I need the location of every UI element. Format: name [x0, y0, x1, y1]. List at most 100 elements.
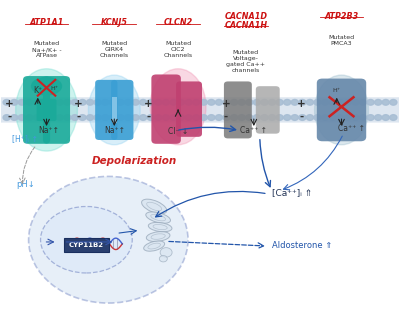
Circle shape	[64, 100, 71, 105]
Text: CACNA1D: CACNA1D	[224, 12, 267, 21]
Circle shape	[79, 100, 86, 105]
Circle shape	[238, 115, 245, 121]
FancyBboxPatch shape	[317, 79, 366, 141]
Ellipse shape	[148, 222, 172, 232]
Circle shape	[155, 100, 162, 105]
Circle shape	[329, 115, 336, 121]
Text: Depolarization: Depolarization	[92, 156, 177, 166]
Circle shape	[26, 115, 33, 121]
Text: Na⁺↑: Na⁺↑	[104, 126, 125, 135]
Circle shape	[41, 100, 48, 105]
Circle shape	[291, 115, 298, 121]
Text: [Ca⁺⁺]ᵢ ⇑: [Ca⁺⁺]ᵢ ⇑	[272, 188, 312, 197]
Circle shape	[34, 100, 40, 105]
Circle shape	[299, 100, 306, 105]
Circle shape	[56, 115, 63, 121]
Circle shape	[360, 115, 366, 121]
Circle shape	[306, 100, 314, 105]
Circle shape	[344, 100, 352, 105]
Text: Mutated
GIRK4
Channels: Mutated GIRK4 Channels	[100, 41, 129, 58]
Circle shape	[299, 115, 306, 121]
Circle shape	[48, 100, 56, 105]
FancyBboxPatch shape	[36, 99, 56, 121]
Text: -: -	[300, 111, 304, 121]
Circle shape	[170, 115, 177, 121]
Circle shape	[117, 115, 124, 121]
Text: Ca⁺⁺ ↑: Ca⁺⁺ ↑	[240, 126, 267, 135]
Circle shape	[11, 115, 18, 121]
Text: +: +	[144, 99, 152, 108]
FancyBboxPatch shape	[151, 74, 181, 144]
Circle shape	[374, 100, 382, 105]
Circle shape	[344, 115, 352, 121]
Circle shape	[102, 100, 109, 105]
Circle shape	[261, 100, 268, 105]
Circle shape	[170, 100, 177, 105]
Text: -: -	[224, 111, 228, 121]
Circle shape	[117, 100, 124, 105]
Circle shape	[253, 100, 260, 105]
Text: -: -	[76, 111, 80, 121]
Circle shape	[94, 115, 101, 121]
Circle shape	[94, 100, 101, 105]
Circle shape	[3, 100, 10, 105]
Circle shape	[102, 115, 109, 121]
Text: [H⁺]ᵢ ↑: [H⁺]ᵢ ↑	[12, 135, 38, 144]
Circle shape	[147, 115, 154, 121]
Circle shape	[132, 115, 139, 121]
Text: KCNJ5: KCNJ5	[101, 18, 128, 27]
Circle shape	[11, 100, 18, 105]
Text: Cl⁻ ↓: Cl⁻ ↓	[168, 127, 188, 136]
Circle shape	[223, 100, 230, 105]
Circle shape	[79, 115, 86, 121]
Circle shape	[86, 115, 94, 121]
Text: Mutated
Na+/K+ -
ATPase: Mutated Na+/K+ - ATPase	[32, 41, 61, 58]
Circle shape	[223, 115, 230, 121]
Ellipse shape	[40, 206, 132, 273]
Circle shape	[200, 115, 207, 121]
Circle shape	[238, 100, 245, 105]
Circle shape	[322, 115, 329, 121]
Circle shape	[193, 115, 200, 121]
Text: H⁺: H⁺	[333, 87, 341, 93]
Ellipse shape	[144, 241, 165, 251]
Circle shape	[314, 100, 321, 105]
Circle shape	[367, 115, 374, 121]
Ellipse shape	[150, 69, 206, 145]
Circle shape	[147, 100, 154, 105]
Circle shape	[291, 100, 298, 105]
Circle shape	[124, 100, 132, 105]
Circle shape	[178, 115, 185, 121]
Circle shape	[162, 100, 170, 105]
FancyBboxPatch shape	[43, 76, 70, 144]
Circle shape	[160, 248, 172, 257]
Circle shape	[352, 115, 359, 121]
Text: +: +	[5, 99, 14, 108]
Circle shape	[390, 100, 397, 105]
Ellipse shape	[28, 176, 188, 303]
Circle shape	[185, 115, 192, 121]
Circle shape	[159, 256, 167, 262]
Circle shape	[306, 115, 314, 121]
Text: +: +	[222, 99, 230, 108]
Circle shape	[246, 100, 253, 105]
FancyBboxPatch shape	[256, 86, 280, 134]
FancyBboxPatch shape	[112, 97, 117, 123]
Text: Aldosterone ⇑: Aldosterone ⇑	[272, 241, 332, 250]
FancyBboxPatch shape	[111, 80, 134, 140]
Circle shape	[374, 115, 382, 121]
Circle shape	[71, 100, 78, 105]
Circle shape	[140, 115, 147, 121]
Circle shape	[268, 100, 276, 105]
Circle shape	[284, 100, 291, 105]
Circle shape	[276, 100, 283, 105]
Text: Ca⁺⁺ ↑: Ca⁺⁺ ↑	[338, 124, 365, 134]
FancyBboxPatch shape	[64, 238, 108, 252]
Circle shape	[109, 100, 116, 105]
Circle shape	[208, 100, 215, 105]
Circle shape	[18, 115, 26, 121]
Circle shape	[26, 100, 33, 105]
Text: H⁺: H⁺	[50, 86, 58, 91]
Text: +: +	[297, 99, 306, 108]
Ellipse shape	[16, 69, 78, 151]
